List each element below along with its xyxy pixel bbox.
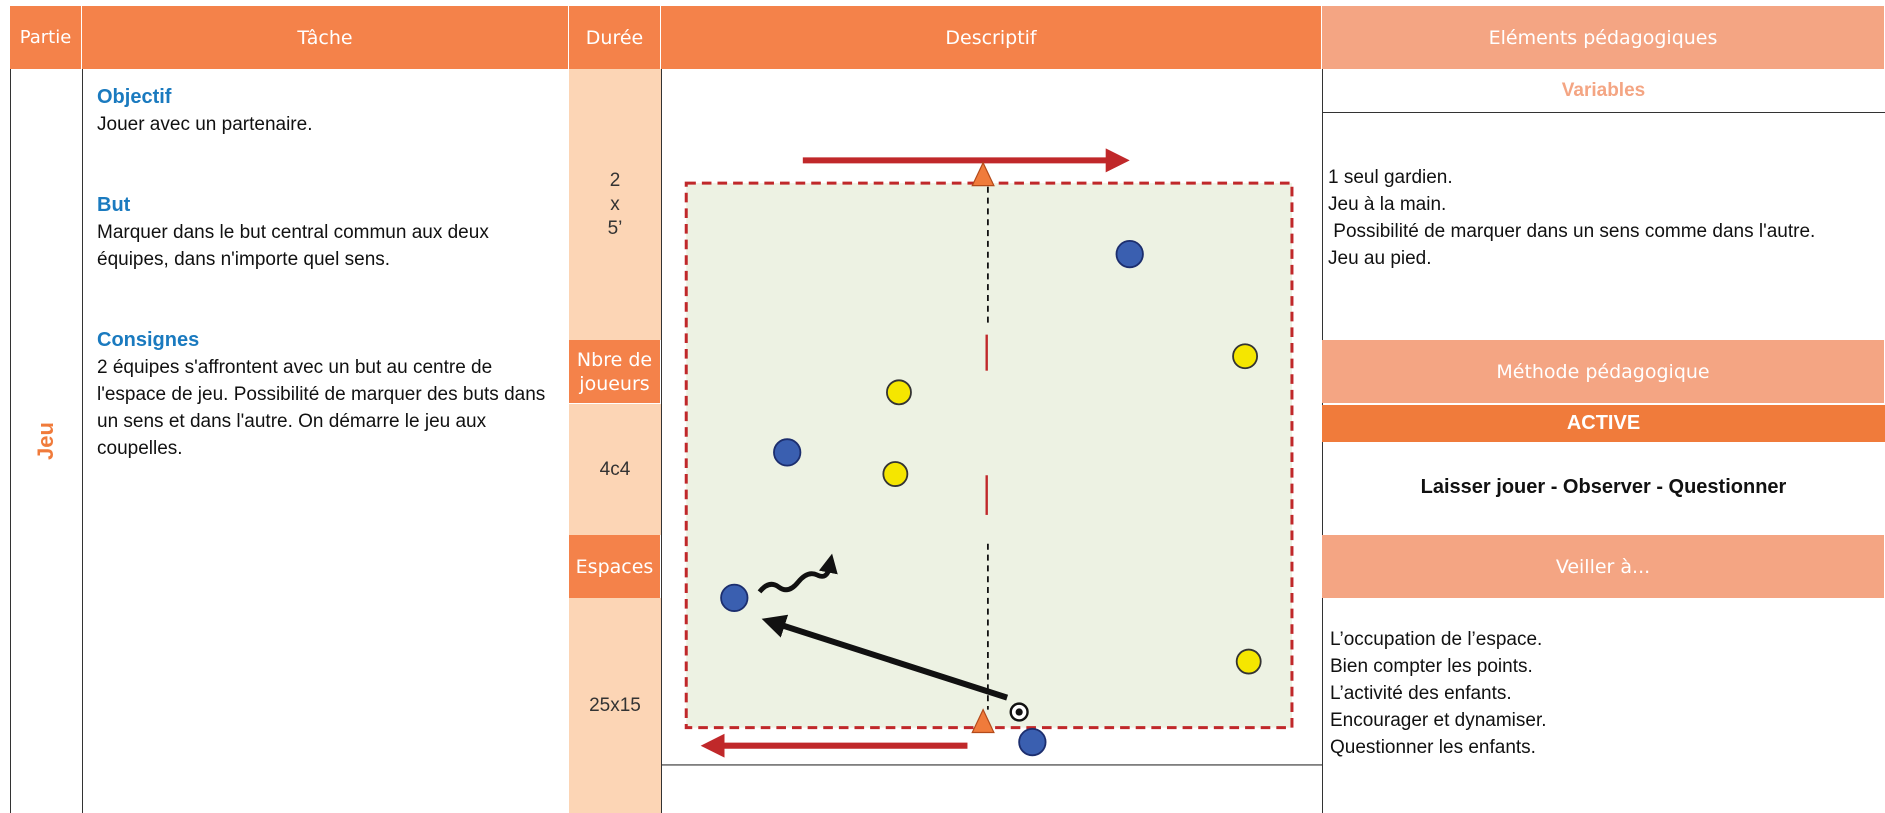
variable: 1 seul gardien. <box>1328 167 1453 188</box>
col-header: Eléments pédagogiques <box>1322 6 1885 69</box>
border <box>661 69 662 813</box>
section-title: But <box>97 194 131 216</box>
part-label: Jeu <box>32 422 58 460</box>
variables: 1 seul gardien. Jeu à la main. Possibilit… <box>1328 164 1815 272</box>
task-text: Objectif Jouer avec un partenaire. But Marq… <box>97 84 557 462</box>
section-text: Jouer avec un partenaire. <box>97 114 313 135</box>
border <box>1322 112 1885 113</box>
part-cell: Jeu <box>10 69 82 813</box>
diagram <box>661 148 1322 766</box>
sub-header: Variables <box>1561 79 1646 101</box>
variable: Possibilité de marquer dans un sens comm… <box>1328 221 1816 242</box>
sub-header: Espaces <box>569 535 661 598</box>
watch-list: L’occupation de l’espace. Bien compter le… <box>1330 626 1547 761</box>
col-header: Descriptif <box>661 6 1322 69</box>
method: ACTIVE <box>1322 405 1885 442</box>
watch-item: Bien compter les points. <box>1330 656 1533 677</box>
watch-item: L’activité des enfants. <box>1330 683 1512 704</box>
section-title: Objectif <box>97 86 172 108</box>
variable: Jeu à la main. <box>1328 194 1447 215</box>
watch-item: L’occupation de l’espace. <box>1330 629 1543 650</box>
border <box>10 69 11 813</box>
section-text: Marquer dans le but central commun aux d… <box>97 222 489 270</box>
method-text: Laisser jouer - Observer - Questionner <box>1420 476 1787 498</box>
sub-header: Nbre de joueurs <box>569 340 661 403</box>
col-header: Partie <box>10 6 82 69</box>
duration-line: x <box>610 193 620 215</box>
sub-header: Méthode pédagogique <box>1322 340 1885 403</box>
col-header: Tâche <box>82 6 569 69</box>
players: 4c4 <box>569 403 661 535</box>
border <box>82 69 83 813</box>
duration-line: 2 <box>609 169 621 191</box>
watch-item: Encourager et dynamiser. <box>1330 710 1547 731</box>
sub-header: Veiller à... <box>1322 535 1885 598</box>
watch-item: Questionner les enfants. <box>1330 737 1536 758</box>
duration-line: 5’ <box>607 217 623 239</box>
section-text: 2 équipes s'affrontent avec un but au ce… <box>97 357 546 459</box>
col-header: Durée <box>569 6 661 69</box>
duration-cell: 2 x 5’ <box>569 69 661 340</box>
spaces: 25x15 <box>569 598 661 813</box>
variable: Jeu au pied. <box>1328 248 1432 269</box>
section-title: Consignes <box>97 329 200 351</box>
